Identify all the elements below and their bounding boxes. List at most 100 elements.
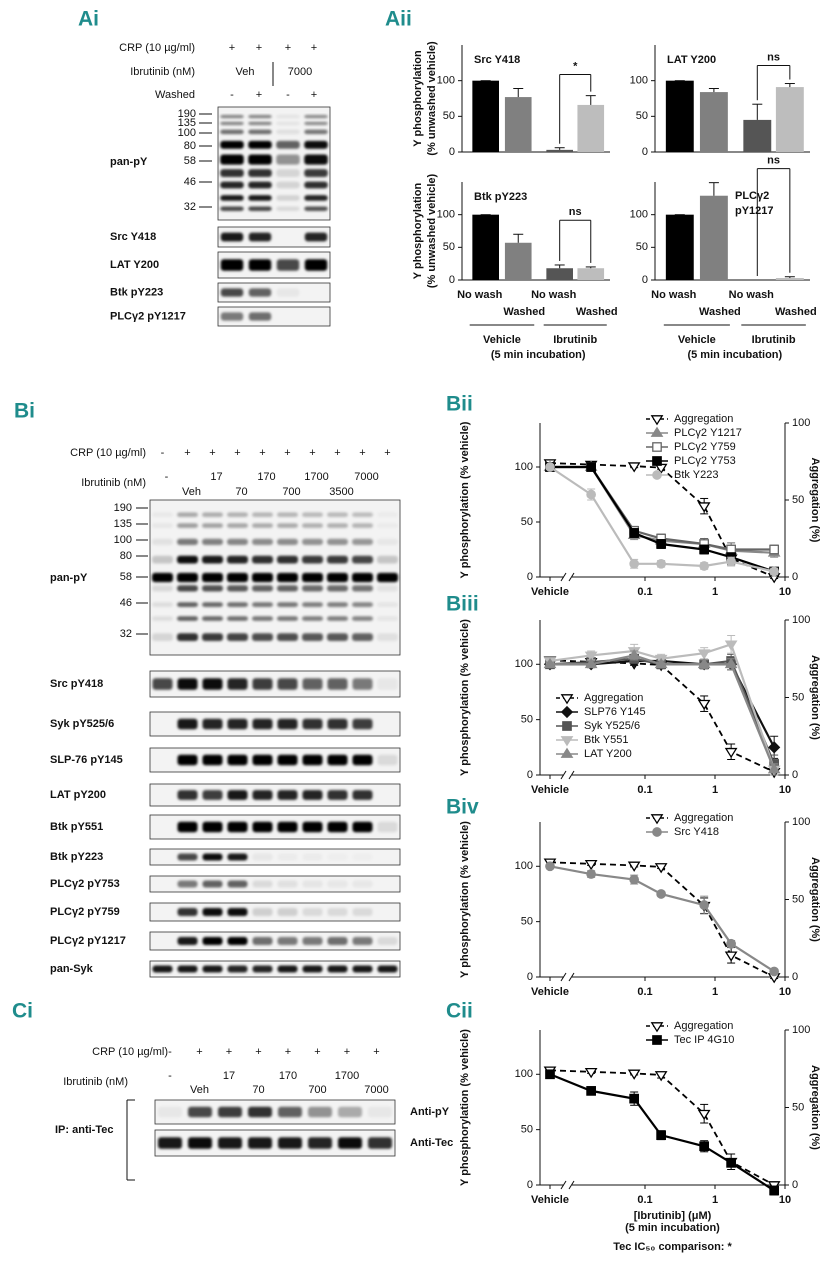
dose: 70 bbox=[235, 486, 247, 498]
legend-label: Btk Y551 bbox=[584, 734, 628, 746]
y2-axis-label: Aggregation (%) bbox=[809, 458, 821, 543]
blot-band bbox=[202, 754, 223, 766]
blot-band bbox=[220, 259, 244, 271]
mw-label: 190 bbox=[178, 108, 196, 120]
blot-band bbox=[327, 555, 348, 564]
blot-band bbox=[377, 754, 398, 766]
row-label: CRP (10 µg/ml) bbox=[70, 447, 146, 459]
mw-label: 58 bbox=[184, 155, 196, 167]
mw-label: 46 bbox=[184, 176, 196, 188]
sign: + bbox=[256, 42, 262, 54]
blot-band bbox=[152, 678, 173, 690]
blot-band bbox=[202, 633, 223, 642]
blot-band bbox=[327, 633, 348, 642]
panel-label: Bi bbox=[14, 400, 35, 423]
blot-band bbox=[177, 790, 198, 800]
bar bbox=[775, 87, 804, 152]
x-tick-label: Washed bbox=[699, 306, 741, 318]
blot-band bbox=[252, 512, 273, 518]
point bbox=[584, 651, 598, 662]
point bbox=[545, 1069, 555, 1080]
blot-band bbox=[304, 206, 328, 211]
blot-strip bbox=[149, 960, 401, 978]
blot-band bbox=[252, 754, 273, 766]
blot-band bbox=[277, 633, 298, 642]
blot-band bbox=[352, 880, 373, 888]
y-tick-label: 0 bbox=[449, 274, 455, 286]
blot-band bbox=[177, 602, 198, 607]
blot-band bbox=[327, 790, 348, 800]
blot-label: SLP-76 pY145 bbox=[50, 754, 123, 766]
bar bbox=[665, 214, 694, 280]
sign: + bbox=[184, 447, 190, 459]
axis-break bbox=[568, 572, 575, 582]
axis-break bbox=[568, 972, 575, 982]
blot-band bbox=[252, 790, 273, 800]
blot-band bbox=[177, 853, 198, 861]
blot-band bbox=[277, 602, 298, 607]
blot-band bbox=[276, 154, 300, 165]
x-axis-label: [Ibrutinib] (μM) bbox=[634, 1210, 712, 1222]
panel-label: Biv bbox=[446, 796, 479, 819]
dose: 170 bbox=[257, 471, 275, 483]
row-label: Ibrutinib (nM) bbox=[130, 66, 195, 78]
blot-label: Anti-Tec bbox=[410, 1137, 453, 1149]
x-tick-label: 1 bbox=[712, 784, 718, 796]
y-tick-label: 50 bbox=[443, 241, 455, 253]
blot-band bbox=[277, 718, 298, 730]
blot-band bbox=[227, 572, 248, 583]
blot-band bbox=[278, 853, 298, 860]
dose: 1700 bbox=[304, 471, 328, 483]
x-tick-label: 0.1 bbox=[637, 1194, 652, 1206]
blot-band bbox=[252, 555, 273, 564]
point bbox=[629, 528, 640, 538]
blot-band bbox=[177, 908, 198, 916]
y2-tick-label: 100 bbox=[792, 614, 810, 626]
point bbox=[627, 861, 641, 872]
blot-band bbox=[302, 602, 323, 607]
blot-band bbox=[338, 1137, 362, 1149]
blot-band bbox=[377, 937, 398, 945]
blot-band bbox=[352, 512, 373, 518]
panel-label: Biii bbox=[446, 593, 479, 616]
y-tick-label: 100 bbox=[515, 461, 533, 473]
x-axis-label: (5 min incubation) bbox=[625, 1222, 720, 1234]
bar bbox=[743, 119, 772, 152]
legend-marker bbox=[652, 470, 662, 480]
blot-band bbox=[248, 114, 272, 119]
blot-band bbox=[302, 880, 323, 888]
chart-title: PLCγ2 bbox=[735, 190, 769, 202]
x-tick-label: 0.1 bbox=[637, 784, 652, 796]
blot-band bbox=[152, 633, 173, 642]
sign: + bbox=[311, 89, 317, 101]
point bbox=[629, 558, 640, 569]
y2-axis-label: Aggregation (%) bbox=[809, 857, 821, 942]
blot-band bbox=[327, 572, 348, 583]
sign: + bbox=[309, 447, 315, 459]
dose: Veh bbox=[190, 1084, 209, 1096]
x-tick-label: No wash bbox=[651, 289, 697, 301]
sign: + bbox=[255, 1046, 261, 1058]
point bbox=[726, 556, 736, 567]
blot-band bbox=[177, 523, 198, 528]
y-tick-label: 0 bbox=[449, 146, 455, 158]
series-line bbox=[550, 465, 775, 573]
blot-band bbox=[220, 288, 244, 297]
blot-band bbox=[227, 718, 248, 730]
bar bbox=[472, 80, 499, 152]
sign: + bbox=[256, 89, 262, 101]
point bbox=[699, 900, 710, 910]
blot-band bbox=[202, 523, 223, 528]
blot-strip bbox=[149, 848, 401, 866]
series-line bbox=[549, 466, 775, 573]
bar bbox=[546, 268, 573, 280]
y-axis-label: Y phosphorylation (% vehicle) bbox=[459, 421, 471, 578]
point bbox=[656, 889, 666, 899]
blot-band bbox=[352, 718, 373, 730]
blot-band bbox=[302, 790, 323, 800]
blot-band bbox=[377, 538, 398, 545]
blot-band bbox=[327, 754, 348, 766]
point bbox=[724, 951, 738, 962]
blot-band bbox=[218, 1137, 242, 1149]
blot-band bbox=[302, 821, 323, 833]
